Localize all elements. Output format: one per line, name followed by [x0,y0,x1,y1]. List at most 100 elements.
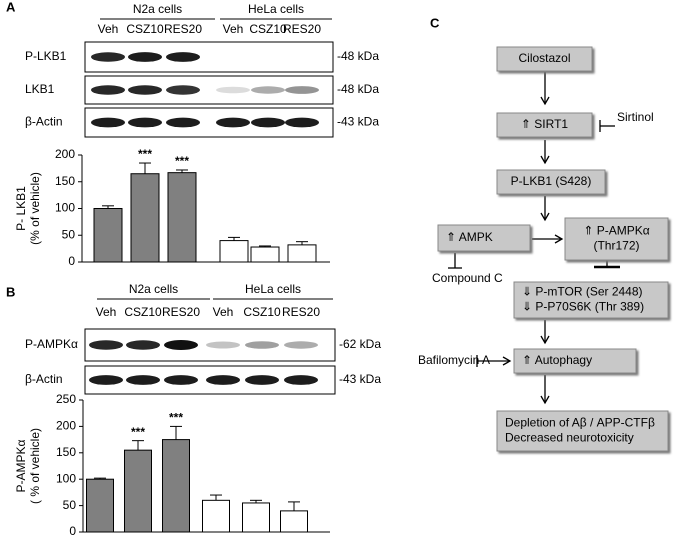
inhibitor-label: Compound C [432,271,503,285]
significance: *** [138,147,152,161]
band [89,340,123,350]
group-label: HeLa cells [245,282,301,296]
node-label: ⇓ P-mTOR (Ser 2448) [522,285,643,299]
band [206,341,240,349]
bar [86,478,114,533]
inhibitor-label: Bafilomycin A [418,353,490,367]
band [206,375,240,385]
band [128,52,162,62]
band [285,86,319,94]
band [245,341,279,349]
inhibitor-label: Sirtinol [617,110,654,124]
band [164,375,198,385]
band [126,340,160,350]
node-label: ⇑ Autophagy [522,353,592,367]
lane-label: Veh [223,22,244,36]
y-tick-label: 0 [68,254,75,268]
blot-size: -48 kDa [337,49,379,63]
band [285,117,319,128]
band [251,117,285,128]
bar [167,172,197,263]
panel-letter: B [6,284,15,299]
significance: *** [131,425,145,439]
node-label: ⇑ SIRT1 [521,117,569,131]
lane-label: CSZ10 [124,305,162,319]
node-box [513,348,637,374]
band [284,341,318,349]
node-label: Depletion of Aβ / APP-CTFβ [505,416,655,430]
y-tick-label: 50 [62,227,76,241]
lane-label: RES20 [283,22,321,36]
band [91,117,125,128]
significance: *** [169,411,183,425]
y-axis-label: P- LKB1 [14,186,28,231]
node-box [564,217,669,261]
bar [162,439,190,533]
band [284,375,318,385]
band [245,375,279,385]
bar [130,173,160,263]
band [166,52,200,62]
blot-label: LKB1 [25,82,55,96]
y-tick-label: 100 [55,201,75,215]
group-label: N2a cells [129,282,178,296]
bar [219,240,249,263]
blot-size: -48 kDa [337,82,379,96]
y-tick-label: 150 [55,174,75,188]
band [216,117,250,128]
group-label: HeLa cells [248,2,304,16]
lane-label: RES20 [164,22,202,36]
y-tick-label: 200 [56,419,76,433]
bar [250,246,280,263]
node-label: (Thr172) [593,239,639,253]
node-label: Decreased neurotoxicity [505,431,634,445]
y-axis-label: P-AMPKα [14,439,28,492]
band [91,52,125,62]
node-label: ⇑ AMPK [446,230,493,244]
bar [202,499,230,533]
y-tick-label: 150 [56,445,76,459]
lane-label: Veh [213,305,234,319]
node-box [496,46,593,72]
lane-label: Veh [96,305,117,319]
lane-label: Veh [98,22,119,36]
group-label: N2a cells [133,2,182,16]
significance: *** [175,154,189,168]
panel-letter: C [430,15,440,30]
y-tick-label: 200 [55,147,75,161]
bar [124,449,152,533]
band [89,375,123,385]
band [128,117,162,128]
node-label: Cilostazol [518,51,570,65]
band [166,117,200,128]
node-box [496,169,606,195]
band [164,340,198,350]
bar [287,244,317,263]
y-tick-label: 250 [56,392,76,406]
node-label: P-LKB1 (S428) [511,174,592,188]
lane-label: CSZ10 [249,22,287,36]
blot [84,41,334,73]
y-axis-label: ( % of vehicle) [28,428,42,504]
node-label: ⇓ P-P70S6K (Thr 389) [522,300,644,314]
blot-size: -43 kDa [337,115,379,129]
lane-label: CSZ10 [243,305,281,319]
blot-size: -62 kDa [339,337,381,351]
node-box [496,410,669,452]
blot-label: β-Actin [25,372,63,386]
lane-label: RES20 [162,305,200,319]
y-tick-label: 0 [69,524,76,538]
bar [280,510,308,533]
connectors [448,72,620,405]
node-box [496,112,593,138]
bar [93,208,123,263]
band [216,86,250,94]
bar [242,502,270,533]
panel-letter: A [6,0,16,14]
blot-label: β-Actin [25,115,63,129]
lane-label: CSZ10 [126,22,164,36]
node-box [437,224,531,252]
band [166,85,200,95]
lane-label: RES20 [282,305,320,319]
